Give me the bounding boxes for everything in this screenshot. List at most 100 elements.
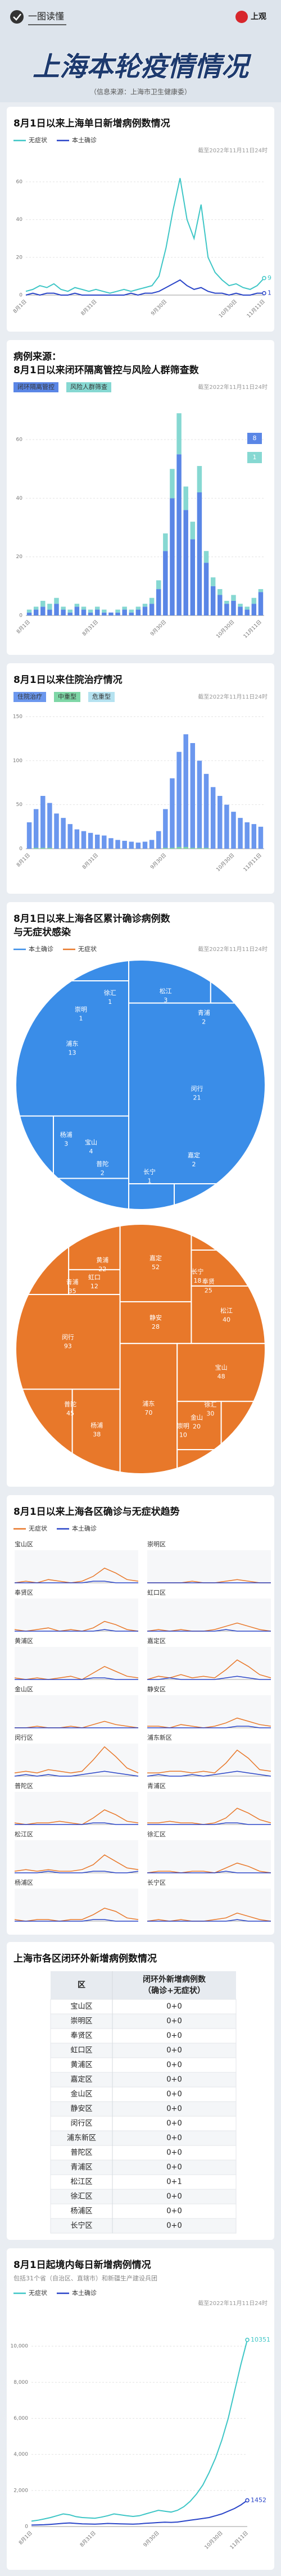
panel-name: 黄浦区 [15, 1637, 33, 1645]
bar [54, 604, 59, 615]
end-label: 1452 [251, 2496, 266, 2503]
panel-line [15, 1919, 138, 1922]
panel-line [147, 1659, 271, 1680]
bar [33, 809, 39, 849]
cell [176, 1401, 222, 1451]
bar [203, 773, 209, 849]
bar [33, 606, 39, 610]
bar [244, 609, 250, 615]
cell-name: 普陀 [96, 1160, 108, 1168]
chart-title: 8月1日起境内每日新增病例情况 [13, 2259, 151, 2271]
bar [40, 606, 46, 615]
chart-note: 截至2022年11月11日24时 [198, 2299, 268, 2307]
table-header-bg [51, 1971, 236, 1999]
bar [190, 539, 196, 615]
bar [149, 840, 155, 849]
logo-text: 上观 [251, 12, 266, 21]
panel-name: 嘉定区 [147, 1637, 166, 1645]
bar [81, 831, 87, 849]
bar [47, 848, 52, 849]
bar [190, 848, 196, 849]
bar [61, 818, 66, 849]
y-tick-label: 40 [16, 217, 23, 223]
table-row-bg [50, 2028, 237, 2044]
bar [183, 846, 188, 849]
bar [81, 606, 87, 610]
y-tick-label: 60 [16, 437, 23, 443]
end-point [262, 276, 266, 280]
bar [238, 606, 243, 615]
panel-line [15, 1822, 138, 1825]
cell-value: 35 [69, 1287, 76, 1294]
panel-name: 闵行区 [15, 1733, 33, 1741]
chart-note: 截至2022年11月11日24时 [198, 693, 268, 700]
cell [176, 1343, 265, 1402]
page-title: 上海本轮疫情情况 [33, 51, 252, 83]
cell-name: 闵行 [62, 1333, 74, 1341]
cell-value: 70 [144, 1409, 152, 1416]
bar [102, 835, 107, 849]
bar [210, 787, 216, 849]
cell-value: 38 [93, 1431, 101, 1438]
cell-value: 1 [148, 1177, 152, 1184]
cell [128, 1183, 175, 1210]
y-tick-label: 0 [19, 293, 22, 298]
bar [142, 604, 148, 607]
table-cell: 0+0 [166, 2163, 182, 2172]
panel-bg [147, 1550, 271, 1583]
table-cell: 黄浦区 [70, 2061, 92, 2070]
y-tick-label: 10,000 [11, 2344, 29, 2349]
bar [47, 604, 52, 610]
panel-name: 普陀区 [15, 1782, 33, 1790]
cell-name: 长宁 [143, 1167, 156, 1175]
bar [61, 606, 66, 610]
legend-label: 中重型 [58, 692, 76, 700]
bar [115, 609, 120, 613]
cell-value: 2 [101, 1170, 105, 1177]
bar [74, 606, 80, 615]
bar [74, 829, 80, 849]
panel-bg [15, 1744, 138, 1776]
y-tick-label: 2,000 [13, 2488, 28, 2493]
panel-name: 奉贤区 [15, 1588, 33, 1596]
bar [217, 595, 223, 615]
cell-value: 45 [66, 1410, 74, 1417]
bar [163, 809, 168, 849]
cell-name: 奉贤 [202, 1278, 215, 1285]
table-cell: 嘉定区 [70, 2076, 92, 2084]
cell-value: 13 [69, 1049, 76, 1056]
bar [210, 577, 216, 586]
table-cell: 静安区 [70, 2105, 92, 2113]
cell-value: 12 [90, 1283, 98, 1290]
table-cell: 长宁区 [70, 2221, 92, 2230]
cell-value: 18 [193, 1277, 201, 1284]
bar [183, 510, 188, 615]
badge-check [13, 13, 21, 21]
panel-bg [15, 1695, 138, 1728]
cell-name: 普陀 [64, 1400, 76, 1408]
y-tick-label: 40 [16, 496, 23, 501]
bar [231, 812, 236, 849]
end-label: 1 [253, 454, 257, 461]
cell [119, 1301, 192, 1344]
bar [40, 796, 46, 849]
table-header: 区 [78, 1981, 85, 1990]
end-point [262, 291, 266, 296]
panel-line [15, 1871, 139, 1873]
panel-line [147, 1822, 271, 1825]
chart-note: 截至2022年11月11日24时 [198, 945, 268, 953]
y-tick-label: 0 [19, 846, 22, 852]
cell-name: 长宁 [191, 1267, 203, 1275]
bar [244, 606, 250, 610]
bar [129, 612, 134, 615]
cell-name: 闵行 [191, 1084, 203, 1092]
cell [119, 1224, 192, 1302]
cell [128, 1002, 265, 1185]
bar [81, 609, 87, 615]
table-cell: 0+0 [166, 2003, 182, 2011]
chart-note: 截至2022年11月11日24时 [198, 147, 268, 154]
panel-bg [15, 1647, 138, 1679]
legend-label: 无症状 [29, 136, 47, 144]
legend-swatch [54, 692, 80, 702]
